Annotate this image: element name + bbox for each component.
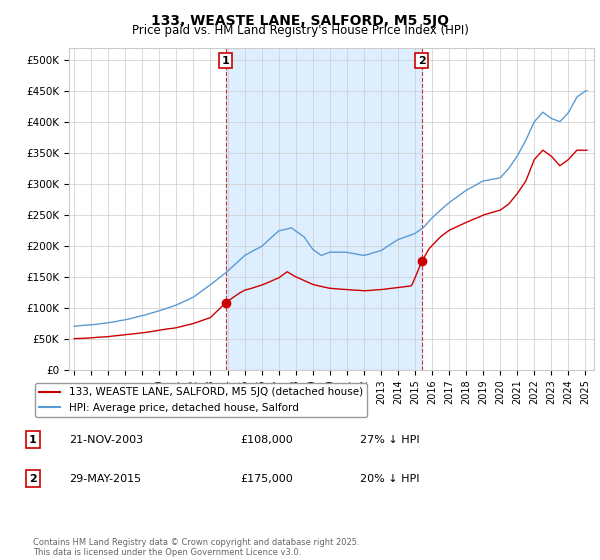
Text: 27% ↓ HPI: 27% ↓ HPI [360, 435, 419, 445]
Text: 2: 2 [418, 55, 426, 66]
Text: £175,000: £175,000 [240, 474, 293, 484]
Text: 21-NOV-2003: 21-NOV-2003 [69, 435, 143, 445]
Text: Contains HM Land Registry data © Crown copyright and database right 2025.
This d: Contains HM Land Registry data © Crown c… [33, 538, 359, 557]
Bar [226, 48, 422, 370]
Legend: 133, WEASTE LANE, SALFORD, M5 5JQ (detached house), HPI: Average price, detached: 133, WEASTE LANE, SALFORD, M5 5JQ (detac… [35, 383, 367, 417]
Text: 29-MAY-2015: 29-MAY-2015 [69, 474, 141, 484]
Text: £108,000: £108,000 [240, 435, 293, 445]
Text: 1: 1 [222, 55, 230, 66]
Text: 2: 2 [29, 474, 37, 484]
Text: 1: 1 [29, 435, 37, 445]
Text: 20% ↓ HPI: 20% ↓ HPI [360, 474, 419, 484]
Text: 133, WEASTE LANE, SALFORD, M5 5JQ: 133, WEASTE LANE, SALFORD, M5 5JQ [151, 14, 449, 28]
Text: Price paid vs. HM Land Registry's House Price Index (HPI): Price paid vs. HM Land Registry's House … [131, 24, 469, 36]
